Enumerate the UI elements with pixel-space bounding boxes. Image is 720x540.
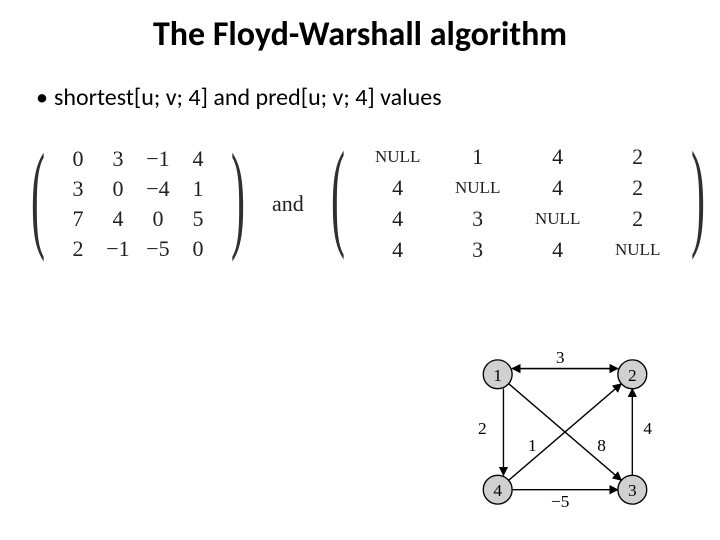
page-title: The Floyd-Warshall algorithm — [0, 0, 720, 55]
cell: 3 — [438, 237, 518, 263]
bullet-dot: • — [36, 83, 54, 112]
node-label: 1 — [493, 366, 502, 385]
cell: NULL — [598, 240, 678, 260]
cell: −1 — [138, 146, 178, 172]
cell: 2 — [598, 144, 678, 170]
cell: 4 — [98, 206, 138, 232]
matrices-row: ( 0 3 −1 4 3 0 −4 1 7 4 0 5 2 −1 −5 0 ) … — [0, 112, 720, 269]
matrix-body: 0 3 −1 4 3 0 −4 1 7 4 0 5 2 −1 −5 0 — [58, 140, 218, 268]
right-paren: ) — [231, 140, 245, 268]
cell: NULL — [518, 209, 598, 229]
cell: NULL — [358, 147, 438, 167]
cell: 4 — [358, 175, 438, 201]
edge-label: 2 — [478, 419, 487, 438]
cell: −4 — [138, 176, 178, 202]
matrix-body: NULL 1 4 2 4 NULL 4 2 4 3 NULL 2 4 3 4 N… — [358, 138, 678, 269]
shortest-matrix: ( 0 3 −1 4 3 0 −4 1 7 4 0 5 2 −1 −5 0 ) — [18, 140, 258, 268]
cell: 1 — [178, 176, 218, 202]
node-label: 2 — [628, 366, 637, 385]
cell: 2 — [598, 175, 678, 201]
cell: −5 — [138, 236, 178, 262]
cell: 2 — [598, 206, 678, 232]
pred-matrix: ( NULL 1 4 2 4 NULL 4 2 4 3 NULL 2 4 3 4… — [318, 138, 718, 269]
cell: 4 — [358, 206, 438, 232]
cell: 4 — [518, 144, 598, 170]
cell: 0 — [178, 236, 218, 262]
right-paren: ) — [691, 138, 705, 269]
cell: 3 — [98, 146, 138, 172]
cell: 3 — [58, 176, 98, 202]
edge-label: 8 — [597, 436, 606, 455]
cell: 2 — [58, 236, 98, 262]
edge-label: −5 — [551, 492, 569, 511]
edge-label: 4 — [643, 419, 652, 438]
bullet-item: •shortest[u; v; 4] and pred[u; v; 4] val… — [0, 55, 720, 112]
edge-label: 3 — [556, 348, 565, 367]
cell: NULL — [438, 178, 518, 198]
cell: 4 — [178, 146, 218, 172]
cell: 4 — [518, 237, 598, 263]
cell: 4 — [358, 237, 438, 263]
cell: −1 — [98, 236, 138, 262]
left-paren: ( — [331, 138, 345, 269]
joiner-word: and — [268, 191, 308, 217]
cell: 4 — [518, 175, 598, 201]
cell: 0 — [98, 176, 138, 202]
cell: 3 — [438, 206, 518, 232]
node-label: 3 — [628, 481, 637, 500]
graph-diagram: 3 8 2 4 1 −5 1 2 3 4 — [440, 334, 690, 530]
node-label: 4 — [493, 481, 502, 500]
bullet-text: shortest[u; v; 4] and pred[u; v; 4] valu… — [54, 83, 442, 112]
cell: 5 — [178, 206, 218, 232]
edge-label: 1 — [528, 436, 537, 455]
cell: 7 — [58, 206, 98, 232]
cell: 1 — [438, 144, 518, 170]
cell: 0 — [138, 206, 178, 232]
cell: 0 — [58, 146, 98, 172]
left-paren: ( — [31, 140, 45, 268]
